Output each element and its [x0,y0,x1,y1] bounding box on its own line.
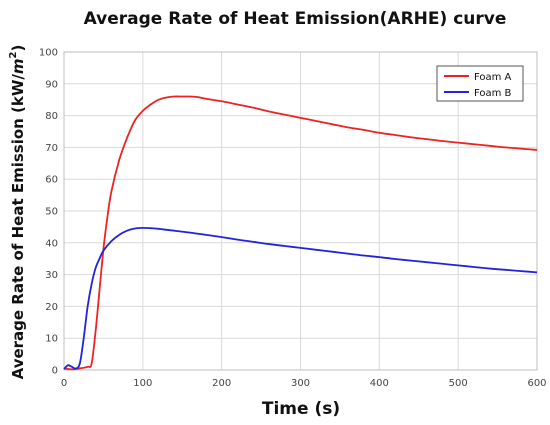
plot-area [63,51,538,371]
y-axis-label-close: ) [9,45,27,52]
legend-box [436,65,524,102]
y-axis-label-main: Average Rate of Heat Emission (kW/ [9,74,27,380]
x-tick-label: 500 [449,378,468,389]
series-line-foam-b [63,226,538,370]
y-axis-label: Average Rate of Heat Emission (kW/m2) [8,45,27,380]
y-tick-label: 80 [45,111,58,122]
x-tick-label: 100 [133,378,152,389]
y-tick-label: 100 [39,48,58,59]
tick-labels: 0 10 20 30 40 50 60 70 80 90 100 0 100 200 300 400 500 60… [39,48,547,390]
series [63,95,538,371]
x-tick-label: 0 [61,378,67,389]
y-tick-label: 50 [45,207,58,218]
y-tick-label: 30 [45,270,58,281]
x-axis-label: Time (s) [262,399,340,419]
y-tick-label: 70 [45,143,58,154]
x-tick-label: 200 [212,378,231,389]
series-line-foam-a [63,95,538,371]
x-tick-label: 300 [291,378,310,389]
legend-label-foam-a: Foam A [474,72,512,83]
y-tick-label: 20 [45,302,58,313]
y-tick-label: 90 [45,79,58,90]
y-axis-label-unit: m [9,58,27,74]
y-tick-label: 0 [52,366,58,377]
chart-title: Average Rate of Heat Emission(ARHE) curv… [84,9,507,29]
y-tick-label: 40 [45,238,58,249]
legend: Foam A Foam B [436,65,524,102]
y-axis-label-exponent: 2 [8,51,19,58]
y-tick-label: 60 [45,175,58,186]
legend-label-foam-b: Foam B [474,88,512,99]
x-tick-label: 600 [527,378,546,389]
x-tick-label: 400 [370,378,389,389]
y-tick-label: 10 [45,334,58,345]
